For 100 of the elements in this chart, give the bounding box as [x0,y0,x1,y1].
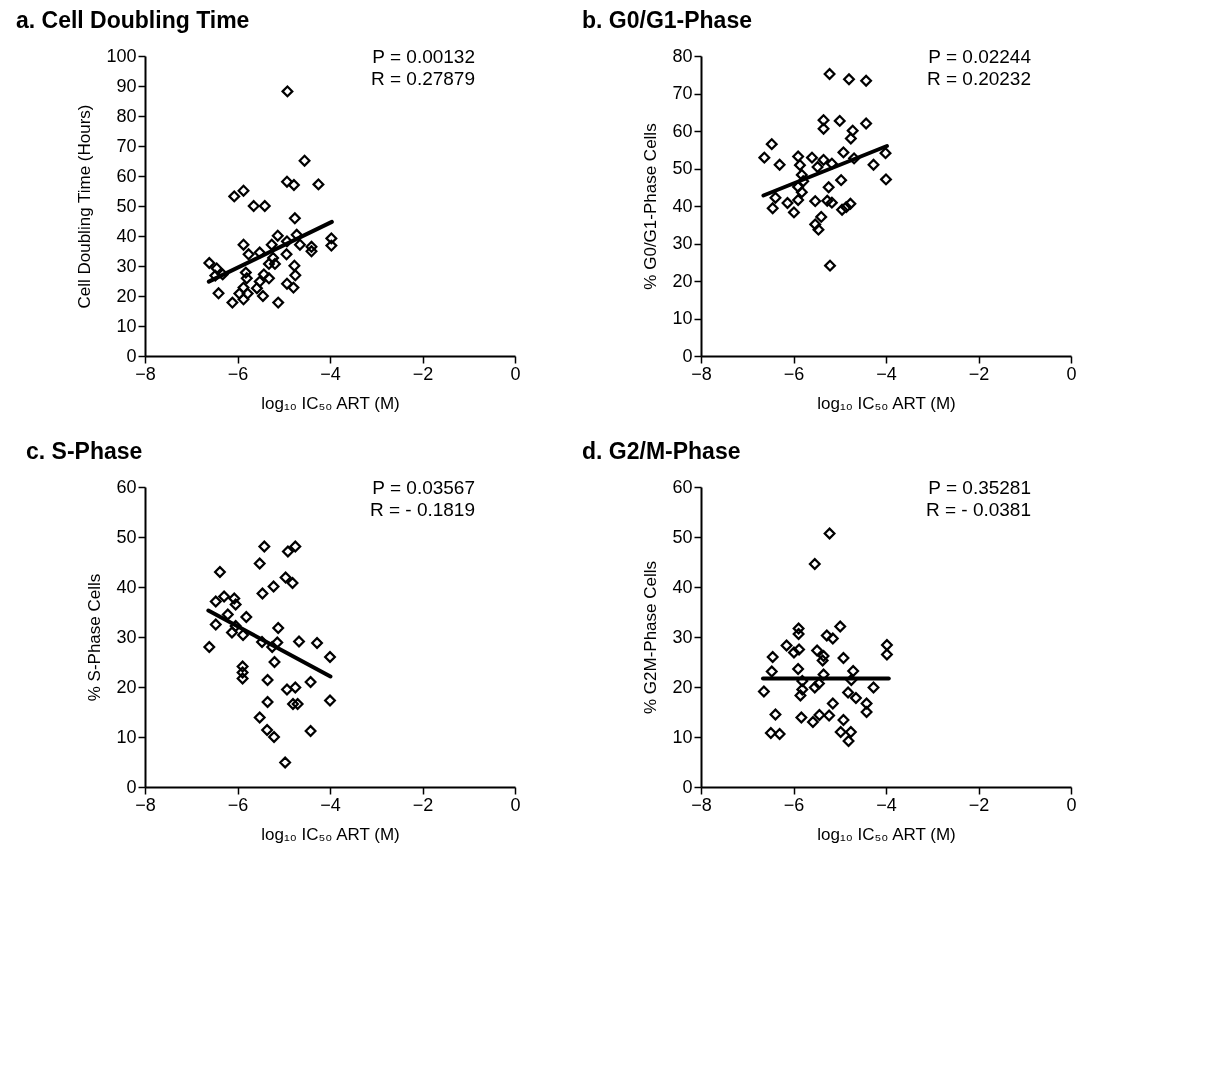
x-tick-label: −8 [691,794,712,815]
annotation: R = - 0.0381 [925,499,1031,520]
point [268,257,281,270]
y-tick-label: 60 [116,476,137,497]
x-axis-title: log₁₀ IC₅₀ ART (M) [261,824,400,844]
point [758,151,771,164]
point [225,626,238,639]
y-tick-label: 40 [116,576,137,597]
point [764,727,777,739]
point [792,628,805,640]
y-tick-label: 30 [116,626,137,647]
y-tick-label: 0 [682,345,693,366]
point [286,577,299,589]
y-tick-label: 50 [672,158,693,178]
point [822,181,835,194]
point [825,157,838,170]
y-tick-label: 40 [672,576,693,597]
point [312,178,325,191]
point [267,580,280,593]
point [806,716,819,728]
chart-title: a. Cell Doubling Time [15,7,250,33]
point [842,686,855,699]
point [288,259,301,272]
y-tick-label: 70 [116,135,137,156]
point [229,598,242,611]
point [834,726,847,738]
point [305,245,318,258]
point [279,571,292,584]
x-tick-label: 0 [1066,363,1077,384]
point [787,646,800,659]
point [844,726,857,738]
point [233,287,246,300]
point [847,665,860,677]
point [769,708,782,721]
x-tick-label: −4 [876,363,897,384]
annotation: P = 0.03567 [372,477,475,498]
point [846,124,859,137]
point [765,138,778,151]
point [787,206,800,219]
point [242,248,255,261]
point [239,266,252,279]
y-tick-label: 10 [672,726,693,747]
point [293,635,305,648]
x-tick-label: −8 [135,794,156,815]
point [272,622,285,634]
point [305,240,318,253]
x-tick-label: −6 [783,363,805,384]
point [261,696,274,708]
annotation: R = 0.20232 [926,68,1031,89]
point [826,632,839,645]
point [287,281,300,294]
point [792,150,805,163]
point [253,275,266,288]
point [836,203,849,216]
chart-title: d. G2/M-Phase [581,438,741,464]
point [209,618,222,631]
point [240,611,253,623]
y-tick-label: 40 [672,195,693,216]
annotation: P = 0.00132 [372,46,475,67]
point [236,666,249,679]
point [253,711,266,724]
y-tick-label: 40 [116,225,137,246]
point [325,232,338,245]
y-tick-label: 10 [116,726,137,747]
x-tick-label: −6 [227,363,249,384]
point [835,174,848,187]
point [210,262,223,275]
point [843,73,855,86]
point [809,218,822,231]
point [837,146,850,159]
point [267,251,280,264]
point [228,592,241,605]
point [773,158,786,171]
point [237,629,250,641]
x-tick-label: −8 [135,363,156,384]
x-tick-label: −2 [968,363,990,384]
y-tick-label: 50 [672,526,693,547]
point [808,681,821,694]
point [216,268,229,281]
point [780,639,793,652]
point [834,620,847,633]
point [237,184,250,197]
y-tick-label: 30 [672,233,693,253]
point [271,229,284,242]
point [860,117,873,130]
y-tick-label: 60 [672,120,693,141]
point [262,272,275,285]
y-axis-title: % S-Phase Cells [85,573,105,702]
point [291,698,304,710]
point [766,651,779,663]
point [247,200,260,212]
point [816,654,829,667]
point [879,147,892,160]
point [324,694,336,707]
annotation: P = 0.02244 [928,46,1032,67]
point [837,714,850,726]
point [265,238,278,251]
point [268,731,281,743]
point [860,697,873,710]
y-tick-label: 0 [126,345,137,366]
